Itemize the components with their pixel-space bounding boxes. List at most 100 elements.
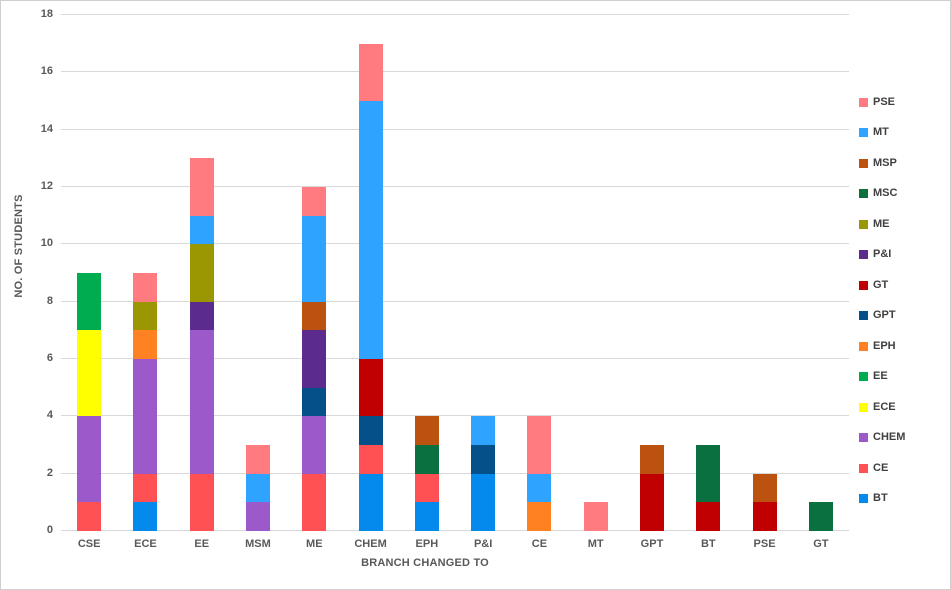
legend-item-ME: ME xyxy=(859,218,890,230)
bar-segment-BT-MSC xyxy=(696,445,721,503)
legend-label-MSP: MSP xyxy=(873,156,897,169)
bar-segment-ME-CE xyxy=(302,473,327,531)
legend-item-MT: MT xyxy=(859,127,889,139)
legend-item-CE: CE xyxy=(859,462,888,474)
legend-swatch-GT xyxy=(859,280,868,290)
gridline-y-6 xyxy=(61,358,849,359)
x-tick-label-MSM: MSM xyxy=(245,538,271,550)
y-tick-label-8: 8 xyxy=(46,294,53,307)
legend-label-CHEM: CHEM xyxy=(873,431,906,443)
bar-segment-ECE-PSE xyxy=(133,273,158,302)
x-tick-label-EE: EE xyxy=(194,538,210,550)
bar-segment-ECE-CHEM xyxy=(133,359,158,474)
x-tick-label-MT: MT xyxy=(587,538,604,550)
bar-segment-CE-EPH xyxy=(527,502,552,531)
x-tick-label-ME: ME xyxy=(306,538,323,550)
y-tick-label-16: 16 xyxy=(40,65,53,78)
legend-swatch-PSE xyxy=(859,97,868,107)
x-tick-label-CHEM: CHEM xyxy=(354,538,387,550)
gridline-y-12 xyxy=(61,186,849,187)
legend-swatch-EPH xyxy=(859,341,868,351)
legend-item-ECE: ECE xyxy=(859,401,896,413)
legend-label-P&I: P&I xyxy=(873,248,892,260)
bar-segment-CSE-ECE xyxy=(77,330,102,417)
bar-segment-EPH-CE xyxy=(414,473,439,503)
y-tick-label-10: 10 xyxy=(40,237,53,250)
plot-area xyxy=(61,14,849,531)
bar-segment-EPH-BT xyxy=(414,502,439,531)
bar-segment-CHEM-BT xyxy=(358,473,383,531)
legend-item-EE: EE xyxy=(859,371,888,383)
y-tick-label-6: 6 xyxy=(46,352,53,364)
legend-label-ME: ME xyxy=(873,217,890,230)
legend-label-MSC: MSC xyxy=(873,187,898,199)
bar-segment-CE-MT xyxy=(527,473,552,503)
legend-item-PSE: PSE xyxy=(859,96,895,108)
x-tick-label-GPT: GPT xyxy=(640,538,664,550)
bar-segment-ECE-ME xyxy=(133,301,158,331)
bar-segment-ME-GPT xyxy=(302,387,327,417)
legend-swatch-BT xyxy=(859,494,868,503)
bar-segment-MT-PSE xyxy=(583,502,608,531)
bar-segment-CSE-CHEM xyxy=(77,416,102,503)
legend-swatch-CE xyxy=(859,463,868,473)
legend-swatch-ECE xyxy=(859,402,868,412)
legend-label-GPT: GPT xyxy=(873,309,896,321)
bar-segment-P&I-GPT xyxy=(471,445,496,474)
bar-segment-EPH-MSP xyxy=(414,416,439,445)
legend-swatch-MT xyxy=(859,128,868,137)
legend-item-GPT: GPT xyxy=(859,310,896,322)
legend-swatch-P&I xyxy=(859,250,868,259)
legend-label-CE: CE xyxy=(873,461,889,474)
bar-segment-P&I-BT xyxy=(471,473,496,531)
bar-segment-ME-MSP xyxy=(302,301,327,331)
bar-segment-EE-CHEM xyxy=(189,330,214,474)
bar-segment-ME-MT xyxy=(302,215,327,302)
bar-segment-MSM-PSE xyxy=(246,445,270,474)
x-axis-title: BRANCH CHANGED TO xyxy=(361,557,489,569)
legend-label-EPH: EPH xyxy=(873,339,896,352)
gridline-y-2 xyxy=(61,472,849,474)
gridline-y-18 xyxy=(61,14,849,15)
y-tick-label-4: 4 xyxy=(46,409,53,422)
bar-segment-CSE-CE xyxy=(77,502,102,531)
legend-label-EE: EE xyxy=(873,370,888,382)
gridline-y-8 xyxy=(61,300,849,302)
bar-segment-ECE-CE xyxy=(133,473,158,503)
legend-swatch-ME xyxy=(859,219,868,229)
legend-item-CHEM: CHEM xyxy=(859,432,905,444)
bar-segment-CE-PSE xyxy=(527,416,552,474)
legend-label-MT: MT xyxy=(873,126,889,138)
bar-segment-P&I-MT xyxy=(471,416,496,445)
y-tick-label-18: 18 xyxy=(40,8,53,20)
gridline-y-16 xyxy=(61,71,849,73)
bar-segment-CHEM-PSE xyxy=(358,43,383,101)
legend-label-BT: BT xyxy=(873,492,888,504)
bar-segment-ME-P&I xyxy=(302,330,327,388)
bar-segment-MSM-MT xyxy=(246,473,270,503)
bar-segment-GT-MSC xyxy=(808,502,833,531)
legend-swatch-EE xyxy=(859,372,868,381)
legend-label-GT: GT xyxy=(873,278,889,291)
x-tick-label-CE: CE xyxy=(531,538,548,550)
bar-segment-ME-CHEM xyxy=(302,416,327,474)
bar-segment-BT-GT xyxy=(696,502,721,531)
legend-swatch-MSP xyxy=(859,158,868,168)
legend-item-MSP: MSP xyxy=(859,157,897,169)
legend-swatch-GPT xyxy=(859,311,868,320)
legend-label-ECE: ECE xyxy=(873,400,896,413)
bar-segment-GPT-GT xyxy=(640,473,664,531)
gridline-y-4 xyxy=(61,415,849,417)
bar-segment-EPH-MSC xyxy=(414,445,439,474)
bar-segment-ECE-BT xyxy=(133,502,158,531)
legend-item-GT: GT xyxy=(859,279,888,291)
bar-segment-MSM-CHEM xyxy=(246,502,270,531)
x-tick-label-GT: GT xyxy=(813,538,829,550)
legend-label-PSE: PSE xyxy=(873,95,896,108)
bar-segment-CSE-EE xyxy=(77,273,102,331)
bar-segment-CHEM-CE xyxy=(358,445,383,474)
y-tick-label-0: 0 xyxy=(46,524,53,536)
bar-segment-EE-CE xyxy=(189,473,214,531)
bar-segment-ECE-EPH xyxy=(133,330,158,359)
x-tick-label-P&I: P&I xyxy=(473,538,493,550)
